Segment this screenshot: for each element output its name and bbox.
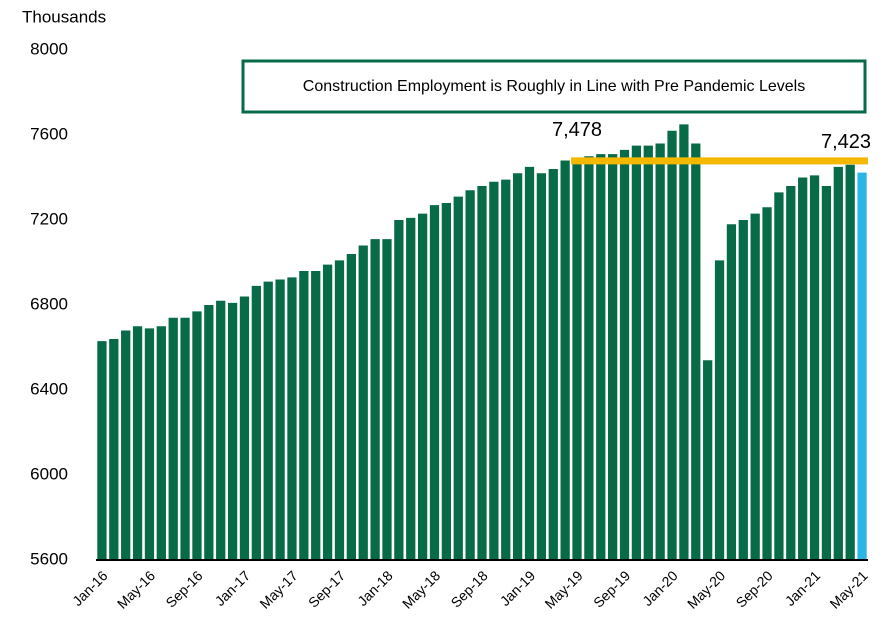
x-tick-label: May-19 — [541, 567, 585, 611]
bar — [239, 296, 250, 560]
x-tick-label: Sep-17 — [305, 567, 348, 610]
bar — [798, 177, 808, 560]
x-tick-label: May-18 — [399, 567, 443, 611]
bar — [762, 207, 772, 560]
bar — [109, 339, 119, 560]
bar — [382, 239, 392, 560]
bar — [560, 160, 570, 560]
y-tick-label: 6400 — [30, 379, 68, 398]
bar — [204, 305, 214, 560]
value-label: 7,478 — [552, 119, 602, 141]
bar — [429, 205, 440, 560]
bar — [750, 213, 760, 560]
bar — [322, 264, 333, 560]
bar — [691, 143, 701, 560]
bar — [465, 190, 475, 560]
bar — [299, 271, 309, 560]
bar — [489, 181, 499, 560]
x-tick-label: May-16 — [114, 567, 158, 611]
bar — [441, 203, 452, 560]
bar — [263, 281, 273, 560]
bar — [809, 175, 820, 560]
bar — [572, 160, 582, 561]
x-tick-label: Jan-17 — [212, 567, 254, 609]
x-tick-label: Sep-18 — [447, 567, 490, 610]
bar — [346, 254, 356, 560]
bar — [703, 360, 713, 560]
bar — [679, 124, 689, 560]
bar — [227, 302, 238, 560]
x-tick-label: May-20 — [684, 567, 728, 611]
y-tick-label: 7600 — [30, 124, 68, 143]
x-tick-label: Jan-19 — [497, 567, 539, 609]
value-label: 7,423 — [821, 131, 871, 153]
y-tick-label: 8000 — [30, 39, 68, 58]
bar — [655, 143, 665, 560]
bar — [845, 164, 855, 560]
bar — [857, 172, 867, 561]
bar — [287, 277, 297, 560]
bar — [144, 328, 155, 560]
bar — [406, 217, 416, 560]
bar — [548, 169, 558, 560]
x-tick-label: Sep-20 — [733, 567, 776, 610]
bar — [726, 224, 737, 560]
bar — [180, 317, 190, 560]
x-tick-label: Jan-20 — [639, 567, 681, 609]
bar — [97, 341, 107, 560]
bar — [453, 196, 463, 560]
x-tick-label: Sep-19 — [590, 567, 633, 610]
bar — [738, 220, 748, 560]
bar — [216, 300, 226, 560]
bar — [501, 179, 511, 560]
y-tick-label: 7200 — [30, 209, 68, 228]
bar — [667, 130, 677, 560]
bar — [370, 239, 380, 560]
bar — [156, 326, 166, 560]
chart-title: Construction Employment is Roughly in Li… — [303, 78, 805, 95]
bar — [631, 145, 642, 560]
y-tick-label: 5600 — [30, 549, 68, 568]
y-axis-label: Thousands — [22, 7, 106, 26]
bar — [608, 154, 618, 560]
bar — [121, 330, 131, 560]
x-tick-label: Jan-16 — [69, 567, 111, 609]
x-tick-label: Jan-18 — [354, 567, 396, 609]
bar — [786, 186, 796, 560]
bar — [524, 166, 535, 560]
bar — [833, 166, 843, 560]
bar — [417, 213, 428, 560]
bar — [311, 271, 321, 560]
x-tick-label: May-17 — [256, 567, 300, 611]
x-tick-label: Sep-16 — [162, 567, 205, 610]
x-tick-label: May-21 — [826, 567, 870, 611]
y-tick-label: 6800 — [30, 294, 68, 313]
bar — [132, 326, 143, 560]
bar — [584, 156, 594, 560]
bar — [774, 192, 784, 560]
x-tick-label: Jan-21 — [782, 567, 824, 609]
bar — [512, 173, 523, 560]
bar — [168, 317, 178, 560]
bar — [477, 186, 487, 560]
title-box — [241, 59, 867, 114]
y-tick-label: 6000 — [30, 464, 68, 483]
bar — [251, 285, 261, 560]
bar — [536, 173, 547, 560]
bar — [619, 149, 630, 560]
bar — [821, 186, 832, 560]
bar — [275, 279, 285, 560]
bar — [643, 145, 653, 560]
bar — [334, 260, 345, 560]
bar — [394, 220, 404, 560]
bar — [358, 245, 368, 560]
bar — [714, 260, 725, 560]
bar — [192, 311, 202, 560]
bar — [596, 154, 606, 560]
